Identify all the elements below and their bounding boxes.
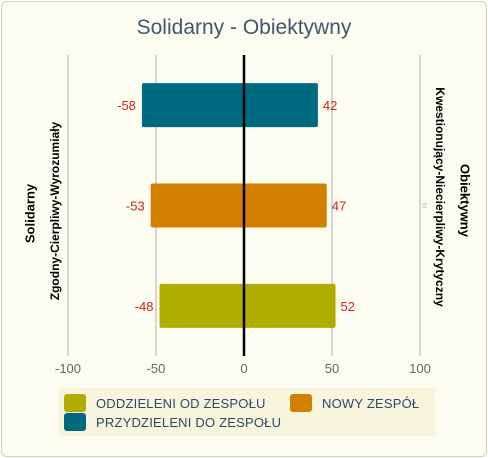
legend-swatch-nowy [290,394,312,412]
legend-label-oddzieleni: ODDZIELENI OD ZESPOŁU [96,395,266,411]
bar-negative-label-0: -58 [117,98,136,113]
x-tick-label-1: -50 [147,361,166,376]
x-tick-label-3: 50 [325,361,339,376]
legend-item-nowy: NOWY ZESPÓŁ [290,394,419,412]
legend-label-przydzieleni: PRZYDZIELENI DO ZESPOŁU [96,414,282,430]
bar-0 [141,83,318,128]
bar-negative-label-1: -53 [126,199,145,214]
legend-swatch-przydzieleni [64,413,86,431]
legend-item-oddzieleni: ODDZIELENI OD ZESPOŁU [64,394,266,412]
x-tick-label-0: -100 [55,361,81,376]
legend-item-przydzieleni: PRZYDZIELENI DO ZESPOŁU [64,413,281,431]
x-tick-label-2: 0 [240,361,247,376]
bar-1 [150,183,327,228]
legend-swatch-oddzieleni [64,394,86,412]
chart-title: Solidarny - Obiektywny [136,16,352,39]
bar-positive-label-0: 42 [323,98,337,113]
legend-label-nowy: NOWY ZESPÓŁ [322,395,420,411]
bar-positive-label-1: 47 [332,199,346,214]
x-tick-label-4: 100 [409,361,431,376]
bar-negative-label-2: -48 [135,299,154,314]
bar-positive-label-2: 52 [341,299,355,314]
legend: ODDZIELENI OD ZESPOŁU NOWY ZESPÓŁ PRZYDZ… [58,388,435,436]
bar-2 [159,283,336,328]
